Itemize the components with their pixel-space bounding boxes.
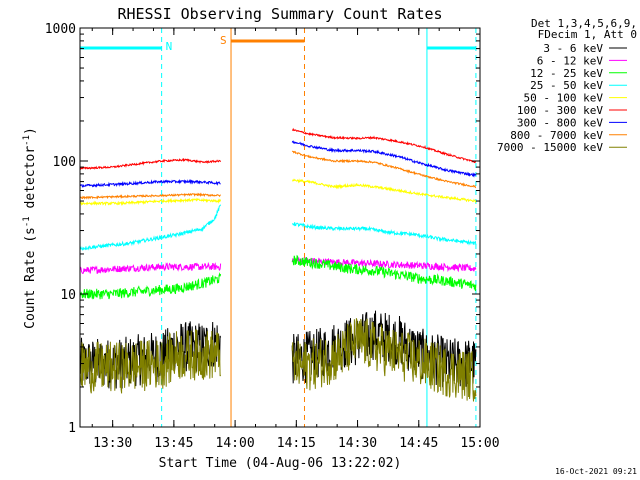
y-axis-label-part1: Count Rate (s: [23, 227, 38, 329]
saa-label: S: [220, 34, 227, 47]
x-tick-label: 14:00: [216, 436, 255, 451]
series-4-line-segment-1: [79, 204, 222, 251]
x-tick-label: 14:30: [338, 436, 377, 451]
y-tick-label: 1000: [45, 22, 76, 37]
x-axis-label: Start Time (04-Aug-06 13:22:02): [159, 456, 402, 471]
legend-entry-label: 7000 - 15000 keV: [497, 141, 603, 154]
axes: 13:30 13:45 14:00 14:15 14:30 14:45 15:00 1 10 10…: [45, 22, 500, 451]
x-tick-label: 13:45: [154, 436, 193, 451]
x-tick-label: 14:15: [277, 436, 316, 451]
x-tick-label: 15:00: [460, 436, 499, 451]
x-tick-label: 14:45: [399, 436, 438, 451]
series-9-line-segment-1: [79, 329, 222, 394]
series-6-line-segment-1: [79, 157, 222, 170]
series-7-line-segment-2: [291, 140, 477, 178]
series-5-line-segment-1: [79, 197, 222, 207]
series-2-line-segment-1: [79, 261, 222, 274]
legend-header-line2: FDecim 1, Att 0: [538, 28, 637, 41]
y-tick-label: 1: [68, 421, 76, 436]
y-tick-label: 100: [53, 155, 76, 170]
legend-entry-label: 3 - 6 keV: [543, 42, 603, 55]
series-6-line-segment-2: [292, 127, 476, 164]
chart-title: RHESSI Observing Summary Count Rates: [117, 5, 442, 23]
legend: Det 1,3,4,5,6,9, FDecim 1, Att 0 3 - 6 k…: [497, 17, 637, 154]
y-axis-label-sup2: -1: [22, 135, 32, 146]
series-5-line-segment-2: [292, 178, 477, 204]
series-7-line-segment-1: [79, 178, 221, 188]
series-9-line-segment-2: [291, 318, 477, 402]
series-4-line-segment-2: [291, 222, 477, 246]
legend-entry-label: 25 - 50 keV: [530, 79, 603, 92]
y-tick-label: 10: [60, 288, 76, 303]
series-8-line-segment-1: [79, 192, 221, 200]
y-axis-label-sup1: -1: [22, 216, 32, 227]
legend-entry-label: 800 - 7000 keV: [510, 129, 603, 142]
legend-header-line1: Det 1,3,4,5,6,9,: [531, 17, 637, 30]
legend-entry-label: 12 - 25 keV: [530, 67, 603, 80]
night-label: N: [166, 40, 173, 53]
series-8-line-segment-2: [291, 150, 477, 189]
x-tick-label: 13:30: [93, 436, 132, 451]
legend-entry-label: 100 - 300 keV: [517, 104, 603, 117]
series-3-line-segment-1: [79, 272, 222, 300]
series-3-line-segment-2: [291, 254, 477, 291]
legend-entry-label: 6 - 12 keV: [537, 54, 604, 67]
legend-entry-label: 300 - 800 keV: [517, 116, 603, 129]
legend-entry-label: 50 - 100 keV: [524, 92, 604, 105]
y-axis-label: Count Rate (s-1 detector-1): [22, 127, 38, 329]
y-axis-label-part3: ): [23, 127, 38, 135]
footer-timestamp: 16-Oct-2021 09:21: [555, 467, 637, 476]
plot-frame: [79, 27, 481, 428]
y-axis-label-part2: detector: [23, 146, 38, 217]
